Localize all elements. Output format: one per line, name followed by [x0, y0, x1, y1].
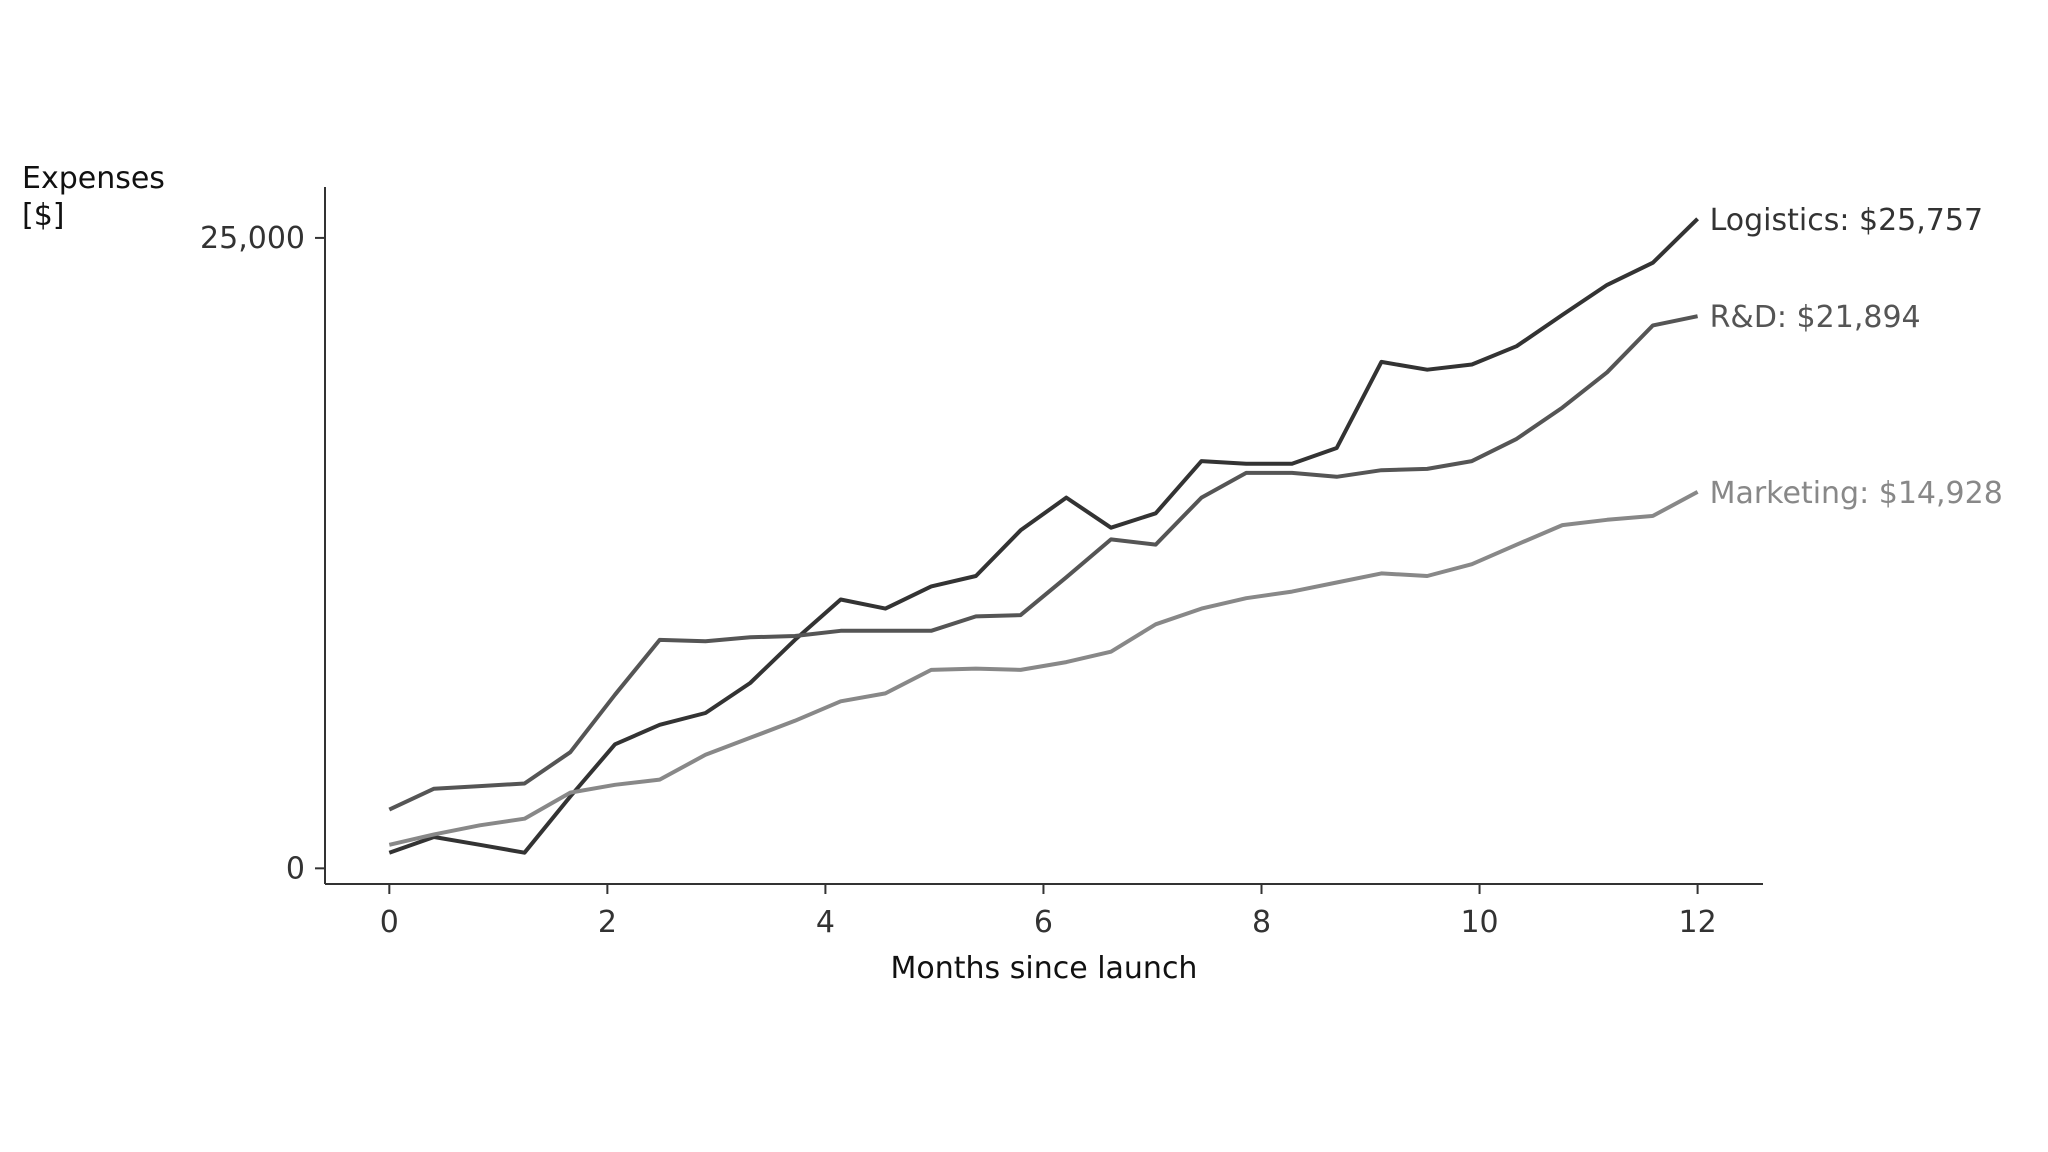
series-end-label: Logistics: $25,757 — [1710, 203, 1983, 238]
x-axis-label: Months since launch — [891, 951, 1198, 986]
y-tick-label: 25,000 — [200, 221, 305, 256]
x-tick-label: 0 — [380, 905, 399, 940]
x-tick-label: 12 — [1678, 905, 1716, 940]
series-line — [388, 490, 1699, 847]
x-tick-label: 6 — [1034, 905, 1053, 940]
series-end-label: R&D: $21,894 — [1710, 300, 1921, 335]
series-line — [388, 314, 1699, 812]
series-end-label: Marketing: $14,928 — [1710, 476, 2003, 511]
x-tick-label: 10 — [1460, 905, 1498, 940]
series-line — [388, 217, 1700, 855]
x-tick-label: 4 — [816, 905, 835, 940]
x-tick-label: 8 — [1252, 905, 1271, 940]
y-tick-label: 0 — [286, 851, 305, 886]
y-axis-label: Expenses [$] — [22, 161, 165, 233]
x-tick-label: 2 — [598, 905, 617, 940]
